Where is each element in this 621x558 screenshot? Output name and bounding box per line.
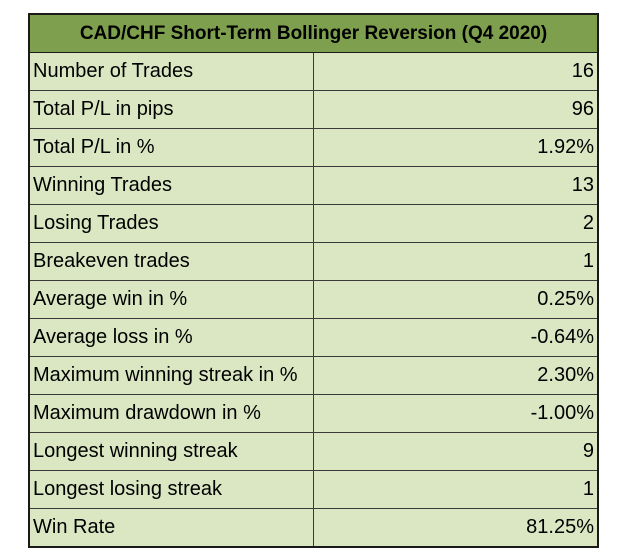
row-label: Maximum winning streak in %	[30, 356, 314, 395]
row-value: 9	[313, 432, 597, 471]
row-value: 0.25%	[313, 280, 597, 319]
row-label: Total P/L in %	[30, 128, 314, 167]
table-row: Winning Trades 13	[30, 166, 597, 205]
table-row: Average win in % 0.25%	[30, 280, 597, 319]
row-value: 96	[313, 90, 597, 129]
row-label: Total P/L in pips	[30, 90, 314, 129]
row-value: 16	[313, 52, 597, 91]
table-row: Average loss in % -0.64%	[30, 318, 597, 357]
row-label: Number of Trades	[30, 52, 314, 91]
row-label: Longest winning streak	[30, 432, 314, 471]
table-row: Total P/L in pips 96	[30, 90, 597, 129]
row-label: Longest losing streak	[30, 470, 314, 509]
row-value: 2	[313, 204, 597, 243]
row-value: -1.00%	[313, 394, 597, 433]
row-value: 1	[313, 242, 597, 281]
table-row: Maximum winning streak in % 2.30%	[30, 356, 597, 395]
row-label: Breakeven trades	[30, 242, 314, 281]
row-label: Win Rate	[30, 508, 314, 546]
row-label: Losing Trades	[30, 204, 314, 243]
table-row: Losing Trades 2	[30, 204, 597, 243]
table-row: Longest winning streak 9	[30, 432, 597, 471]
stats-table: CAD/CHF Short-Term Bollinger Reversion (…	[30, 15, 597, 546]
table-row: Longest losing streak 1	[30, 470, 597, 509]
row-value: 81.25%	[526, 516, 594, 538]
table-row: Number of Trades 16	[30, 52, 597, 91]
row-label: Average loss in %	[30, 318, 314, 357]
table-row: Win Rate 81.25%	[30, 508, 597, 546]
stats-table-frame: CAD/CHF Short-Term Bollinger Reversion (…	[28, 13, 599, 548]
row-value: 1	[313, 470, 597, 509]
row-value: 13	[313, 166, 597, 205]
table-header-row: CAD/CHF Short-Term Bollinger Reversion (…	[30, 15, 597, 53]
table-row: Total P/L in % 1.92%	[30, 128, 597, 167]
row-value: -0.64%	[313, 318, 597, 357]
row-label: Average win in %	[30, 280, 314, 319]
table-title: CAD/CHF Short-Term Bollinger Reversion (…	[30, 15, 597, 53]
table-row: Maximum drawdown in % -1.00%	[30, 394, 597, 433]
row-label: Winning Trades	[30, 166, 314, 205]
row-value: 2.30%	[313, 356, 597, 395]
row-label: Maximum drawdown in %	[30, 394, 314, 433]
row-value: 1.92%	[313, 128, 597, 167]
table-row: Breakeven trades 1	[30, 242, 597, 281]
